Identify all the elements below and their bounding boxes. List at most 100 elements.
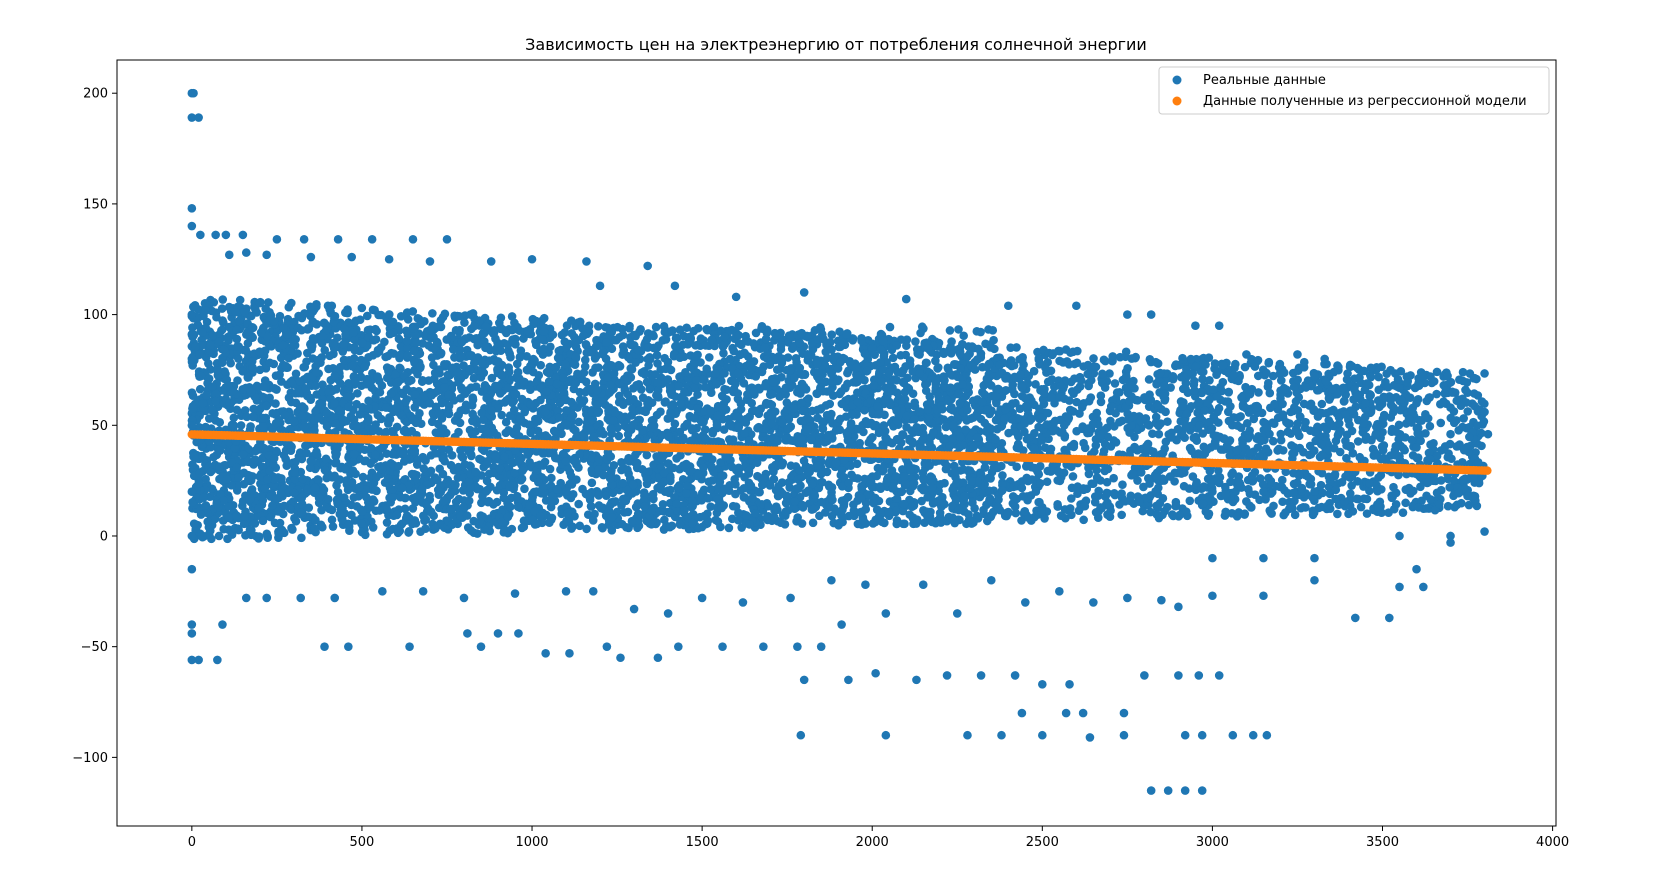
real-data-point — [1365, 479, 1374, 488]
real-data-point — [263, 533, 272, 543]
real-data-point — [1125, 396, 1134, 406]
real-data-point — [1084, 469, 1094, 479]
real-data-point — [1020, 393, 1030, 403]
real-data-point — [1244, 408, 1254, 417]
real-data-point — [1102, 477, 1112, 487]
real-data-point — [1359, 419, 1369, 428]
real-data-point — [317, 505, 326, 515]
real-data-point — [271, 399, 280, 408]
real-data-point — [1361, 432, 1371, 441]
real-data-point — [327, 515, 337, 525]
real-data-point — [1079, 485, 1088, 495]
real-data-point — [1376, 454, 1386, 464]
real-data-point — [1121, 347, 1131, 357]
real-data-point — [349, 354, 359, 363]
real-data-point — [888, 353, 898, 363]
real-data-point — [1331, 494, 1341, 504]
real-data-point — [1253, 402, 1263, 412]
real-data-point — [922, 358, 931, 368]
real-data-point — [289, 417, 299, 426]
real-data-point — [722, 385, 731, 395]
real-data-point — [1018, 382, 1027, 392]
real-data-point — [1290, 510, 1300, 520]
real-data-point — [1178, 384, 1188, 394]
real-data-point — [310, 524, 319, 533]
real-data-point — [400, 504, 410, 514]
real-data-point — [1030, 463, 1040, 473]
real-data-point — [1143, 473, 1153, 483]
real-data-point — [1232, 445, 1242, 455]
real-data-point — [1353, 437, 1363, 446]
real-data-point — [1020, 507, 1029, 516]
real-data-point — [1391, 427, 1401, 436]
real-data-point — [1227, 470, 1236, 479]
real-data-point — [1443, 371, 1452, 381]
real-data-point — [1076, 376, 1086, 385]
real-data-point — [1030, 444, 1039, 453]
real-data-point — [1047, 350, 1057, 360]
real-data-point — [827, 330, 837, 339]
real-data-point — [505, 367, 514, 377]
real-data-point — [1065, 405, 1075, 415]
real-data-point — [704, 353, 714, 362]
real-data-point — [1348, 406, 1357, 415]
real-data-point — [1129, 411, 1139, 421]
real-data-point — [1386, 365, 1395, 375]
real-data-point — [1011, 508, 1021, 518]
real-data-point — [233, 354, 243, 363]
real-data-point — [1473, 391, 1483, 400]
real-data-point — [1299, 399, 1309, 409]
real-data-point — [507, 312, 517, 321]
real-data-point — [1029, 366, 1039, 376]
real-data-point — [1345, 360, 1355, 370]
real-data-point — [1223, 407, 1233, 417]
real-data-point — [523, 365, 532, 375]
real-data-point — [1326, 419, 1335, 428]
real-data-point — [1432, 488, 1442, 498]
real-data-point — [1247, 471, 1257, 480]
real-data-point — [1340, 497, 1350, 506]
real-data-point — [1253, 371, 1263, 381]
real-data-point — [1110, 379, 1120, 388]
real-data-point — [451, 497, 461, 507]
real-data-point — [388, 317, 398, 327]
real-data-point — [1144, 375, 1154, 384]
real-data-point — [1421, 504, 1431, 513]
real-data-point — [902, 341, 911, 351]
real-data-point — [1337, 477, 1347, 487]
real-data-point — [1318, 488, 1327, 498]
real-data-point — [1066, 348, 1075, 357]
real-data-point — [1088, 419, 1098, 429]
real-data-point — [223, 534, 232, 544]
real-data-point — [640, 370, 650, 379]
real-data-point — [653, 359, 662, 368]
real-data-point — [1053, 476, 1062, 485]
real-data-point — [920, 518, 929, 527]
real-data-point — [1309, 446, 1319, 455]
real-data-point — [1291, 397, 1301, 406]
real-data-point — [1205, 375, 1214, 385]
real-data-point — [1173, 468, 1183, 478]
real-data-point — [208, 330, 217, 340]
real-data-point — [1242, 418, 1252, 428]
real-data-point — [1391, 441, 1401, 451]
real-data-point — [1186, 354, 1196, 364]
real-data-point — [1425, 393, 1434, 402]
real-data-point — [1313, 412, 1323, 421]
real-data-point — [291, 398, 301, 408]
real-data-point — [455, 418, 465, 428]
real-data-point — [593, 322, 603, 331]
real-data-point — [1009, 426, 1019, 436]
real-data-point — [1053, 502, 1063, 511]
real-data-point — [353, 389, 362, 398]
real-data-point — [561, 406, 571, 415]
real-data-point — [1235, 478, 1244, 488]
real-data-point — [1017, 355, 1027, 365]
real-data-point — [1006, 343, 1015, 352]
real-data-point — [911, 337, 920, 346]
real-data-point — [1214, 466, 1223, 475]
real-data-point — [1151, 412, 1161, 422]
real-data-point — [1279, 368, 1289, 377]
real-data-point — [1079, 515, 1088, 525]
real-data-point — [1314, 385, 1323, 395]
